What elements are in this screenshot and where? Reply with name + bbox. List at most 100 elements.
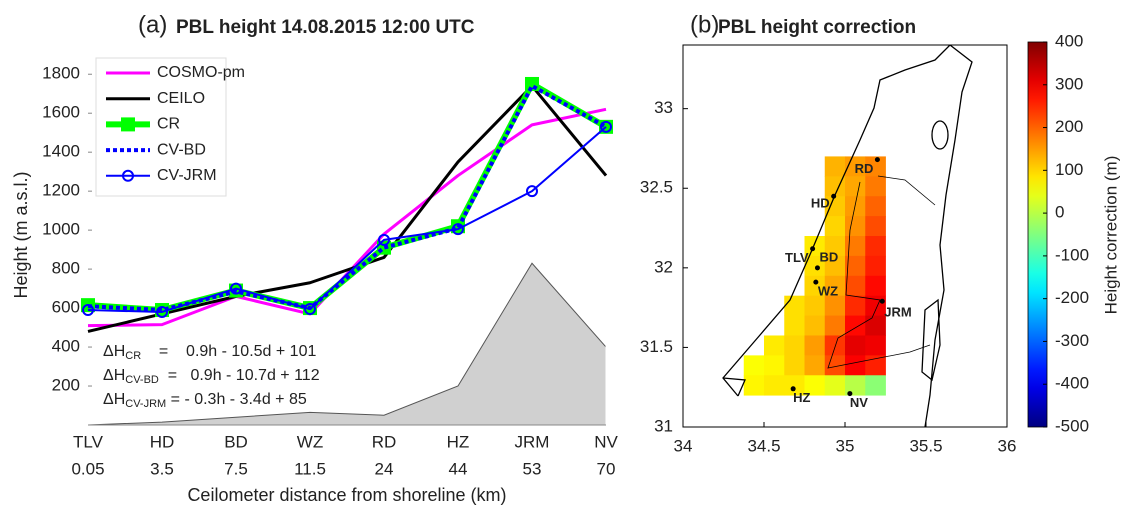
x-distance-label: 70	[597, 459, 616, 478]
x-distance-label: 24	[375, 459, 394, 478]
x-tick-label: 36	[998, 436, 1017, 455]
station-dot	[874, 157, 880, 163]
heatmap-cell	[865, 315, 886, 336]
heatmap-cell	[865, 355, 886, 376]
y-tick-label: 400	[52, 337, 80, 356]
legend-label: CR	[157, 116, 180, 133]
heatmap-cell	[845, 255, 866, 277]
heatmap-cell	[845, 375, 866, 396]
colorbar-tick-label: -500	[1055, 416, 1089, 435]
x-tick-label: HZ	[447, 432, 470, 451]
station-dot	[813, 279, 819, 285]
heatmap-cell	[804, 375, 826, 396]
colorbar-tick-label: 200	[1055, 117, 1083, 136]
x-tick-label: BD	[224, 432, 248, 451]
marker	[304, 303, 316, 316]
colorbar-tick-label: -200	[1055, 288, 1089, 307]
annotation-sub: CV-JRM	[125, 398, 166, 410]
heatmap-cell	[784, 295, 805, 316]
heatmap-cell	[784, 315, 805, 336]
y-tick-label: 1800	[42, 64, 80, 83]
heatmap-cell	[824, 355, 846, 376]
legend-label: CV-BD	[157, 141, 206, 158]
heatmap-cell	[845, 216, 866, 237]
heatmap-cell	[824, 176, 846, 197]
heatmap-cell	[804, 275, 826, 297]
heatmap-cell	[804, 236, 826, 257]
y-tick-label: 1600	[42, 103, 80, 122]
marker	[230, 282, 242, 295]
colorbar	[1027, 41, 1048, 428]
y-tick-label: 200	[52, 376, 80, 395]
x-tick-label: WZ	[297, 432, 323, 451]
marker	[155, 303, 169, 318]
station-dot	[810, 246, 816, 252]
x-tick-label: JRM	[515, 432, 550, 451]
heatmap-cell	[845, 335, 866, 356]
heatmap-cell	[784, 335, 805, 356]
heatmap-cell	[824, 196, 846, 217]
heatmap-cell	[784, 375, 805, 396]
heatmap-cell	[824, 275, 846, 297]
marker	[156, 305, 168, 318]
annotation: ΔHCV-BD = 0.9h - 10.7d + 112	[103, 367, 320, 386]
heatmap-cell	[824, 156, 846, 177]
colorbar-tick-label: 400	[1055, 31, 1083, 50]
legend-label: CV-JRM	[157, 167, 217, 184]
annotation-sub: CV-BD	[125, 374, 159, 386]
heatmap-cell	[764, 375, 785, 396]
x-distance-label: 11.5	[294, 459, 326, 478]
heatmap-cell	[865, 295, 886, 316]
heatmap-cell	[824, 236, 846, 257]
x-tick-label: NV	[594, 432, 618, 451]
colorbar-tick-label: -100	[1055, 245, 1089, 264]
west-bank-border	[827, 181, 931, 369]
station-dot	[847, 391, 853, 397]
station-label: NV	[850, 395, 868, 410]
station-label: JRM	[884, 305, 911, 320]
chart-title: PBL height 14.08.2015 12:00 UTC	[176, 17, 475, 38]
marker	[378, 233, 390, 246]
heatmap-cell	[804, 255, 826, 277]
heatmap-cell	[865, 236, 886, 257]
y-tick-label: 1400	[42, 142, 80, 161]
heatmap-cell	[743, 375, 765, 396]
x-distance-label: 53	[523, 459, 542, 478]
heatmap-cell	[824, 255, 846, 277]
colorbar-tick-label: 100	[1055, 160, 1083, 179]
heatmap-cell	[865, 375, 886, 396]
gaza-border	[722, 377, 746, 397]
heatmap-cell	[865, 275, 886, 297]
annotation-sub: CR	[125, 350, 141, 362]
coastline-border	[722, 45, 973, 427]
x-tick-label: HD	[150, 432, 175, 451]
heatmap-cell	[743, 355, 765, 376]
station-dot	[831, 193, 837, 199]
x-distance-label: 0.05	[71, 459, 104, 478]
annotation-text: ΔH	[103, 343, 125, 360]
heatmap-cell	[804, 355, 826, 376]
heatmap-cell	[865, 156, 886, 177]
x-tick-label: 34	[674, 436, 693, 455]
annotation: ΔHCR = 0.9h - 10.5d + 101	[103, 343, 316, 362]
heatmap-cells	[743, 156, 886, 396]
series-line	[87, 83, 607, 313]
annotation-text: ΔH	[103, 367, 125, 384]
y-tick-label: 32	[654, 257, 673, 276]
colorbar-tick-label: -300	[1055, 331, 1089, 350]
golan-border	[877, 175, 936, 206]
annotation-rest: = 0.9h - 10.7d + 112	[159, 367, 320, 384]
colorbar-label: Height correction (m)	[1101, 156, 1120, 315]
heatmap-cell	[824, 315, 846, 336]
annotation-rest: = - 0.3h - 3.4d + 85	[166, 391, 307, 408]
heatmap-cell	[865, 176, 886, 197]
heatmap-cell	[865, 255, 886, 277]
heatmap-cell	[824, 295, 846, 316]
y-tick-label: 32.5	[640, 178, 673, 197]
series-line	[87, 84, 608, 333]
annotation: ΔHCV-JRM = - 0.3h - 3.4d + 85	[103, 391, 307, 410]
marker	[82, 304, 94, 317]
y-tick-label: 31	[654, 416, 673, 435]
heatmap-cell	[865, 216, 886, 237]
